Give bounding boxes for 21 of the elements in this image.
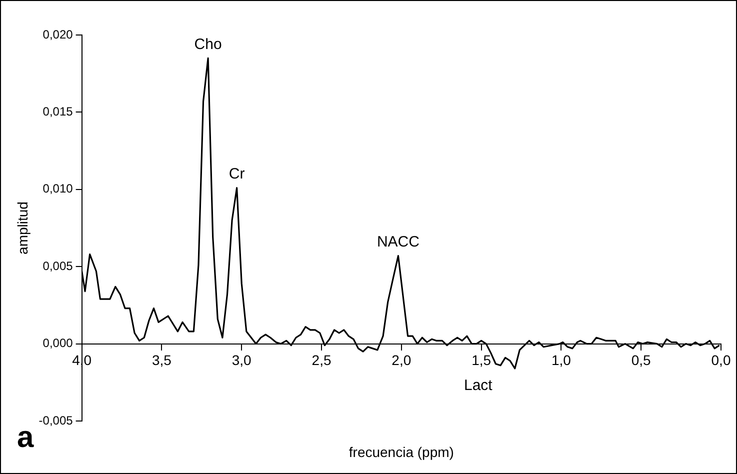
y-tick-label: 0,015 (42, 104, 74, 119)
x-tick-label: 3,0 (232, 352, 252, 368)
y-tick-label: 0,000 (42, 336, 74, 350)
annotation: NACC (376, 233, 420, 250)
x-tick-label: 2,5 (312, 352, 332, 368)
x-tick-label: 0,0 (711, 352, 731, 368)
annotation: Lact (464, 377, 492, 394)
y-axis-title: amplitud (14, 202, 30, 254)
x-tick-label: 2,0 (392, 352, 412, 368)
x-tick-label: 1,0 (551, 352, 572, 368)
x-tick-label: 3,5 (152, 352, 172, 368)
annotation: Cr (228, 165, 245, 182)
y-tick-label: 0,005 (42, 258, 74, 273)
y-tick-label: 0,010 (42, 182, 74, 196)
annotation: Cho (194, 36, 222, 53)
text: a (17, 421, 34, 454)
x-tick-label: 1,5 (472, 352, 492, 368)
x-tick-label: 0,5 (631, 352, 652, 368)
x-axis-title: frecuencia (ppm) (348, 444, 454, 460)
y-tick-label: -0,005 (38, 413, 74, 428)
y-tick-label: 0,020 (42, 27, 74, 42)
